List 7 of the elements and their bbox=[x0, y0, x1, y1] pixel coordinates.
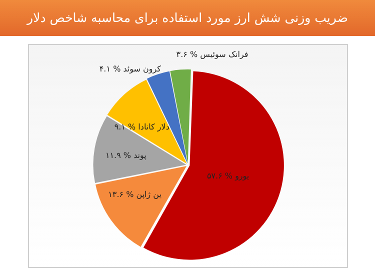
chart-title: ضریب وزنی شش ارز مورد استفاده برای محاسبه شاخص دلار bbox=[0, 0, 375, 36]
slice-label: یورو % ۵۷.۶ bbox=[206, 171, 250, 180]
slice-label: پوند % ۱۱.۹ bbox=[105, 151, 146, 160]
slice-label: دلار کانادا % ۹.۱ bbox=[114, 122, 170, 132]
slice-label: فرانک سوئیس % ۳.۶ bbox=[176, 50, 248, 59]
slice-label: کرون سوئد % ۴.۱ bbox=[99, 64, 162, 74]
slice-label: ین ژاپن % ۱۳.۶ bbox=[108, 190, 162, 199]
